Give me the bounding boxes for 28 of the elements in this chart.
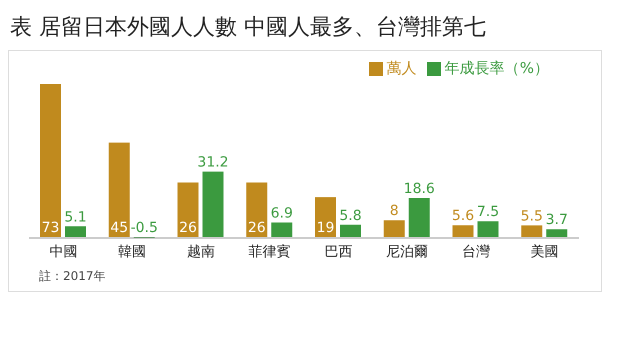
data-label: 5.6 (452, 208, 474, 224)
x-tick-label: 越南 (186, 244, 215, 260)
x-tick-label: 韓國 (118, 244, 146, 260)
data-label: 19 (316, 220, 334, 236)
data-label: 31.2 (197, 154, 229, 171)
data-label: 6.9 (270, 205, 293, 222)
data-label: 45 (110, 220, 128, 236)
data-label: 26 (179, 220, 197, 236)
legend-label: 年成長率（%） (444, 59, 549, 77)
data-label: 7.5 (476, 204, 500, 220)
data-label: 8 (390, 203, 399, 220)
text: 註：2017年 (39, 268, 107, 285)
data-label: 5.8 (339, 208, 362, 224)
x-tick-label: 尼泊爾 (386, 244, 428, 260)
data-label: 73 (42, 220, 60, 236)
data-label: 5.1 (64, 209, 87, 226)
x-tick-label: 菲律賓 (248, 244, 291, 260)
data-label: 18.6 (404, 180, 435, 197)
data-label: -0.5 (130, 220, 158, 236)
x-tick-label: 巴西 (324, 244, 352, 260)
x-tick-label: 美國 (530, 244, 559, 260)
x-tick-label: 台灣 (462, 244, 490, 260)
data-label: 3.7 (546, 212, 568, 228)
x-tick-label: 中國 (49, 244, 78, 260)
data-label: 5.5 (520, 208, 543, 224)
data-label: 26 (248, 220, 266, 236)
legend-label: 萬人 (386, 59, 417, 77)
chart-title: 表 居留日本外國人人數 中國人最多、台灣排第七 (9, 14, 487, 42)
